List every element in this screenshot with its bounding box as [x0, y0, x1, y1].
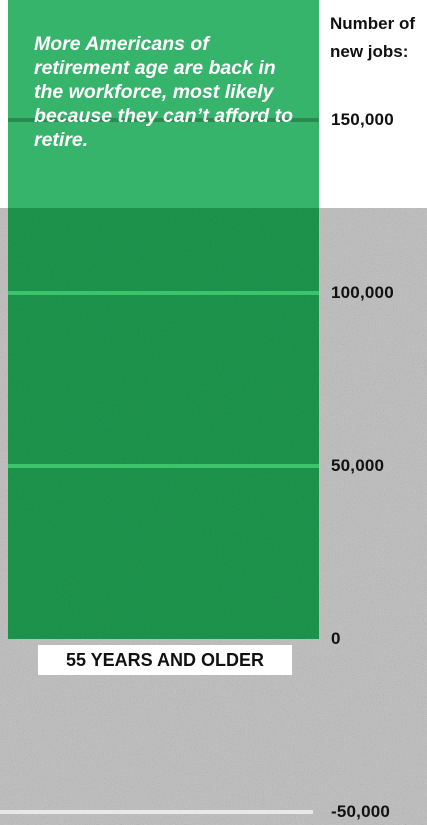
category-label: 55 YEARS AND OLDER [38, 645, 292, 675]
y-axis-title: Number of new jobs: [330, 14, 415, 61]
bar-top [8, 0, 319, 208]
chart-annotation: More Americans of retirement age are bac… [34, 33, 293, 151]
bars [8, 0, 319, 639]
bar [8, 208, 319, 639]
y-tick-label: -50,000 [331, 802, 391, 821]
gridlines [0, 118, 319, 814]
y-tick-label: 100,000 [331, 283, 394, 302]
y-tick-label: 0 [331, 629, 341, 648]
y-tick-label: 150,000 [331, 110, 394, 129]
y-tick-label: 50,000 [331, 456, 385, 475]
